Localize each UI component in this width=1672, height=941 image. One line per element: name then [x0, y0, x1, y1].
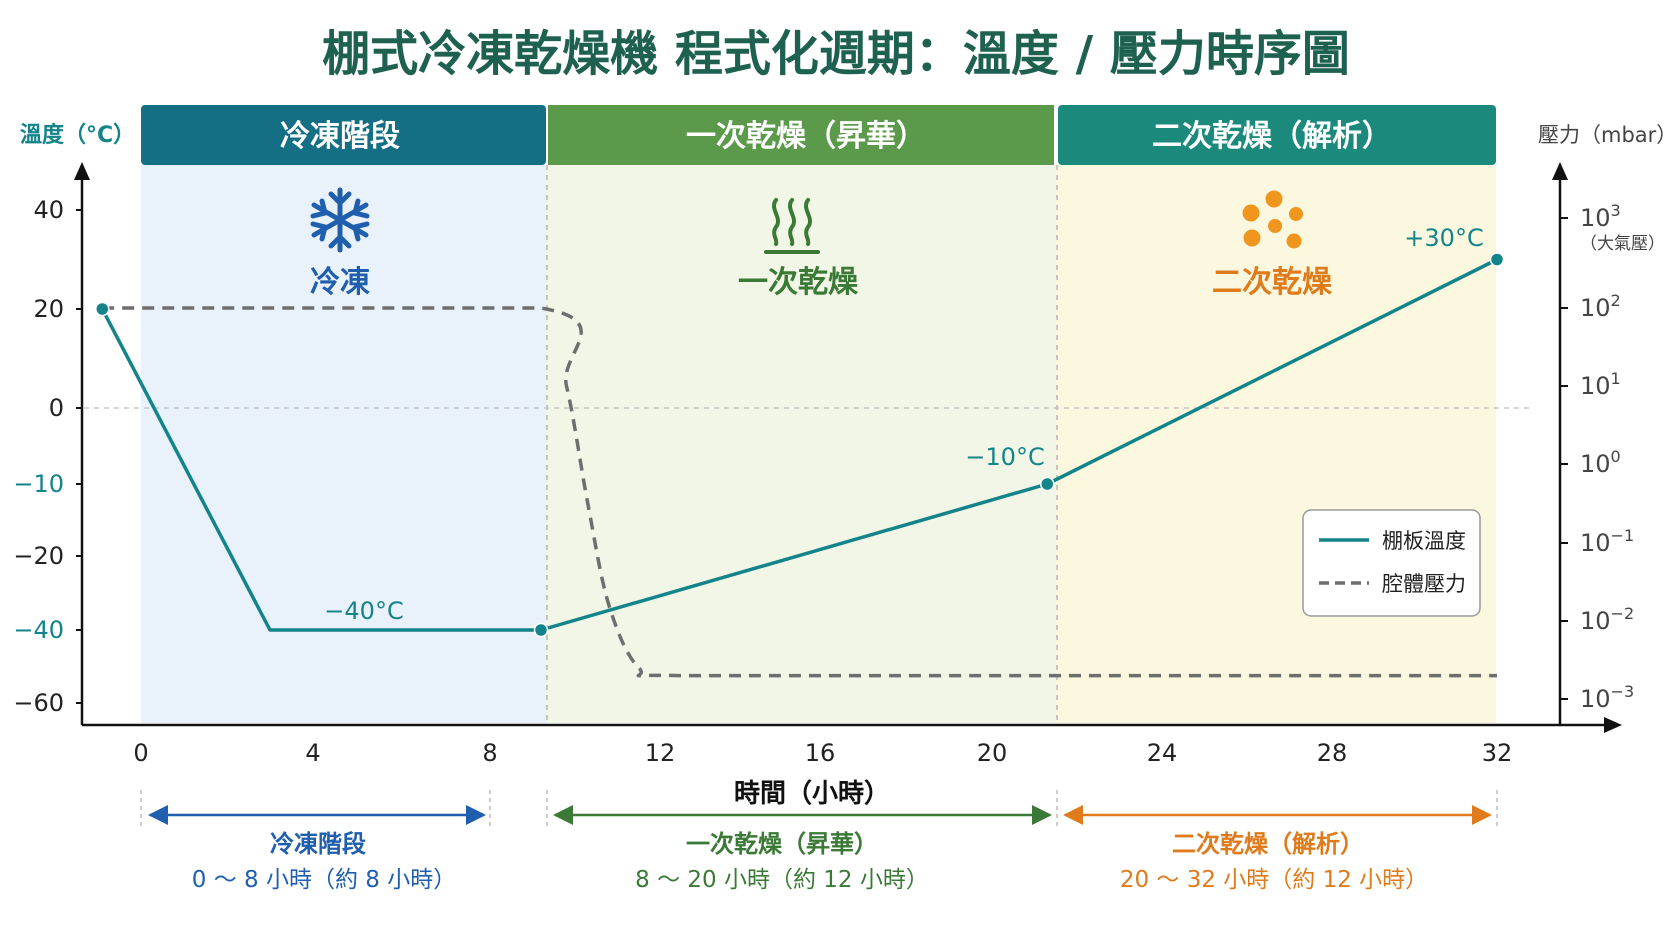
phase-band-freeze-label: 冷凍階段 — [280, 119, 400, 154]
y-left-tick-label: 20 — [33, 295, 64, 323]
x-tick-label: 12 — [645, 739, 676, 767]
temperature-points — [95, 252, 1505, 638]
pressure-series-line — [102, 306, 1497, 678]
phase-band-secondary-label: 二次乾燥（解析） — [1152, 119, 1392, 154]
y-left-axis-arrow — [74, 162, 90, 180]
primary-phase-area — [546, 165, 1056, 723]
phase-band-secondary — [1058, 105, 1496, 165]
secondary-range-label: 二次乾燥（解析） — [1172, 830, 1364, 858]
y-right-axis-label: 壓力（mbar） — [1538, 123, 1672, 147]
y-right-tick-note: （大氣壓） — [1580, 234, 1665, 254]
phase-band-primary — [548, 105, 1054, 165]
chart-title: 棚式冷凍乾燥機 程式化週期：溫度 / 壓力時序圖 — [322, 26, 1350, 82]
y-right-tick-label: 10−2 — [1580, 604, 1634, 635]
phase-band-primary-label: 一次乾燥（昇華） — [686, 119, 926, 154]
freeze-phase-area — [141, 165, 546, 723]
secondary-icon-label: 二次乾燥 — [1212, 265, 1333, 300]
x-tick-label: 28 — [1317, 739, 1348, 767]
y-right-tick-label: 10−3 — [1580, 682, 1634, 713]
secondary-range-text: 20 ～ 32 小時（約 12 小時） — [1120, 867, 1428, 893]
phase-band-freeze — [141, 105, 546, 165]
x-tick-label: 24 — [1147, 739, 1178, 767]
annotation-minus40: −40°C — [324, 597, 403, 625]
y-left-tick-label: −20 — [13, 542, 64, 570]
y-left-tick-label: −10 — [13, 470, 64, 498]
y-right-tick-label: 100 — [1580, 447, 1621, 478]
y-left-ticks: 40 20 0 −10 −20 −40 −60 — [13, 196, 82, 717]
freeze-icon-label: 冷凍 — [310, 265, 370, 300]
snowflake-icon — [310, 187, 370, 253]
y-right-ticks: 103 （大氣壓） 102 101 100 10−1 10−2 10−3 — [1560, 201, 1665, 713]
y-right-tick-label: 102 — [1580, 291, 1621, 322]
primary-range-text: 8 ～ 20 小時（約 12 小時） — [635, 867, 929, 893]
annotation-minus10: −10°C — [965, 443, 1044, 471]
y-left-tick-label: −40 — [13, 616, 64, 644]
legend-pressure-label: 腔體壓力 — [1382, 572, 1466, 596]
legend-box — [1302, 509, 1481, 617]
y-left-tick-label: 40 — [33, 196, 64, 224]
temperature-point — [1489, 252, 1505, 267]
x-tick-label: 32 — [1482, 739, 1513, 767]
primary-icon-label: 一次乾燥 — [738, 265, 859, 300]
temperature-point — [533, 622, 549, 638]
freeze-range-text: 0 ～ 8 小時（約 8 小時） — [192, 867, 456, 893]
x-axis-arrow — [1604, 717, 1622, 733]
x-tick-label: 4 — [305, 739, 320, 767]
temperature-point — [1040, 476, 1055, 492]
legend-temperature-label: 棚板溫度 — [1382, 529, 1466, 553]
x-tick-label: 20 — [977, 739, 1008, 767]
dots-icon — [1242, 190, 1303, 249]
primary-range-label: 一次乾燥（昇華） — [686, 830, 878, 858]
y-left-axis-label: 溫度（°C） — [20, 122, 135, 148]
temperature-point — [95, 301, 110, 317]
y-right-axis-arrow — [1552, 162, 1568, 180]
y-left-tick-label: 0 — [49, 394, 64, 422]
y-right-tick-label: 103 — [1580, 201, 1621, 232]
x-tick-label: 8 — [482, 739, 497, 767]
x-tick-label: 16 — [805, 739, 836, 767]
freeze-range-label: 冷凍階段 — [270, 830, 366, 858]
x-ticks: 0 4 8 12 16 20 24 28 32 — [133, 739, 1512, 767]
y-right-tick-label: 10−1 — [1580, 526, 1634, 557]
steam-icon — [764, 198, 820, 254]
legend: 棚板溫度 腔體壓力 — [1302, 509, 1481, 617]
x-axis-label: 時間（小時） — [734, 779, 890, 809]
x-tick-label: 0 — [133, 739, 148, 767]
y-right-tick-label: 101 — [1580, 369, 1621, 400]
y-left-tick-label: −60 — [13, 689, 64, 717]
annotation-plus30: +30°C — [1404, 224, 1483, 252]
